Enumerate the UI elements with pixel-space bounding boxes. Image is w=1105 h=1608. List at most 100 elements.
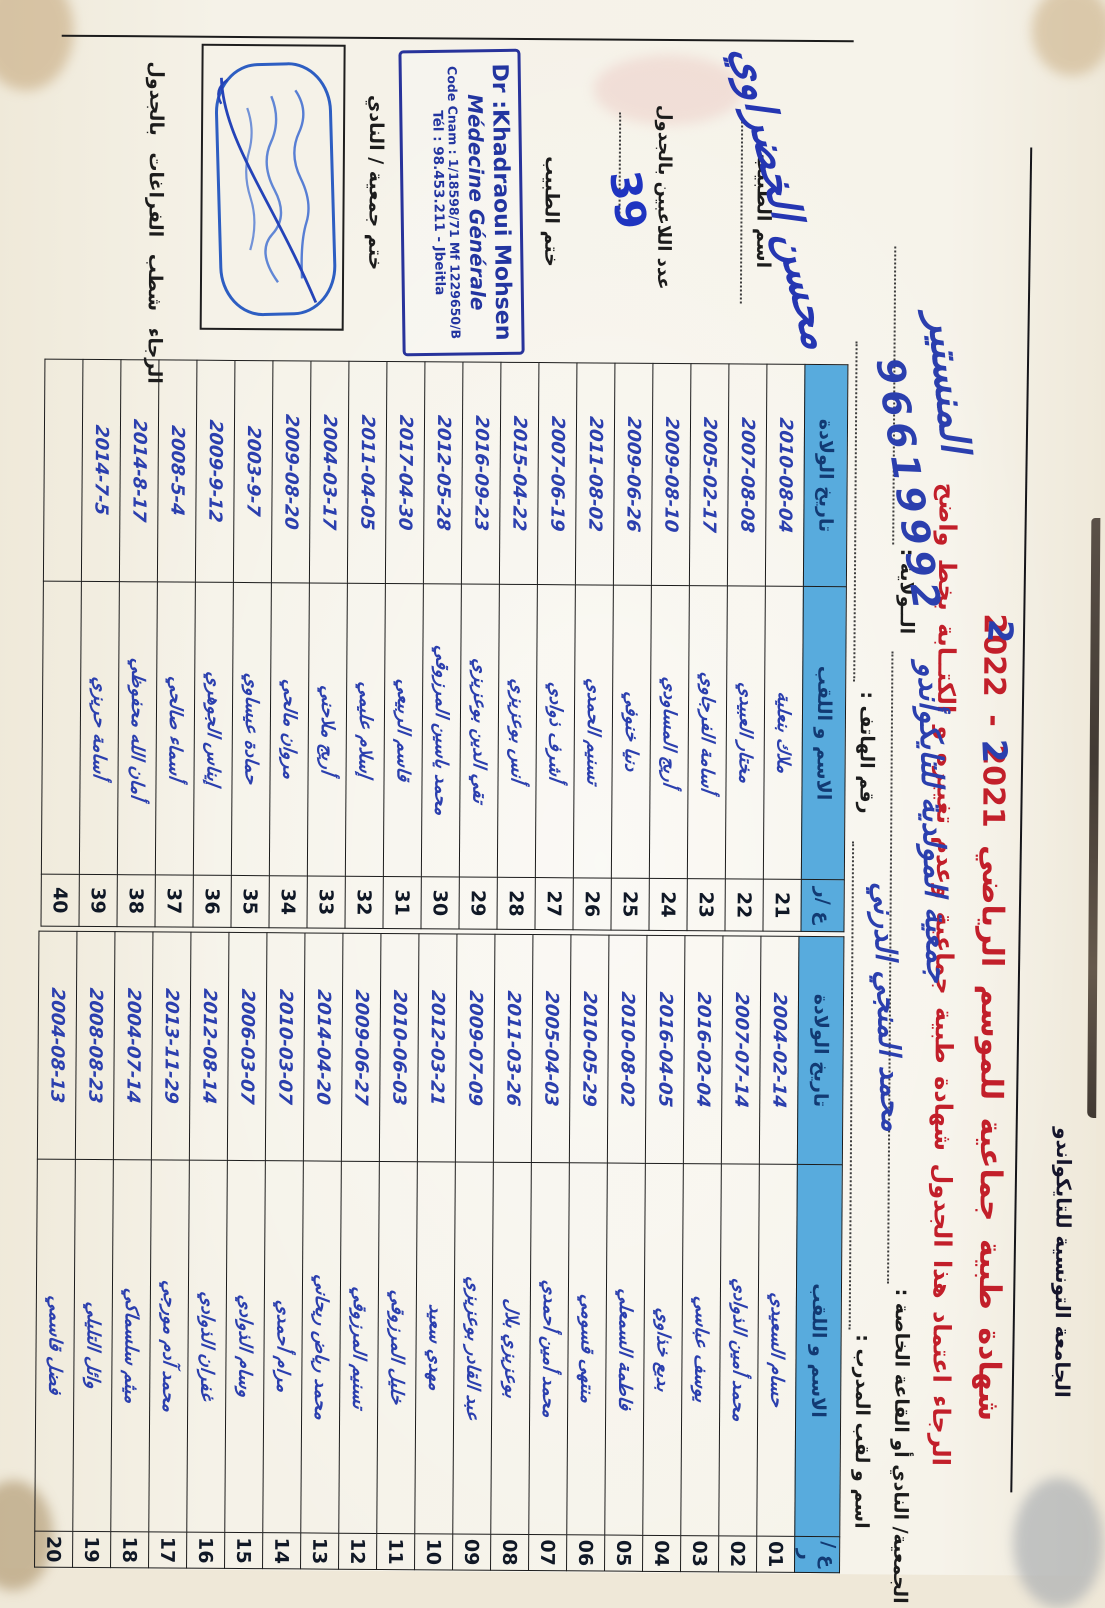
player-name: أريج المساودي	[649, 585, 690, 879]
player-dob: 2014-7-5	[81, 359, 121, 582]
table-header-name: الاسم و اللقب	[801, 586, 847, 880]
trainer-field-label: اسم و لقب المدرب :	[850, 1334, 874, 1529]
table-header-num: ع /ر	[800, 879, 845, 932]
table-row: 13 محمد رياض ريحاني 2014-04-20	[300, 932, 343, 1570]
table-row: 01 حسام السعيدي 2004-02-14	[756, 936, 799, 1573]
table-row: 02 محمد أمين الذوادي 2007-07-14	[718, 935, 761, 1573]
player-dob: 2009-9-12	[195, 360, 235, 583]
player-number: 12	[338, 1533, 377, 1570]
table-header-dob: تاريخ الولادة	[803, 364, 848, 587]
doctor-stamp-name: Dr :Khadraoui Mohsen	[486, 63, 516, 341]
player-name: تسنيم الحمدي	[573, 584, 614, 879]
player-name: مروان مالحي	[269, 582, 310, 876]
player-number: 01	[756, 1536, 795, 1573]
player-name: محمد رياض ريحاني	[300, 1160, 342, 1534]
table-row: 11 خليل المرزوقي 2010-06-03	[376, 933, 419, 1570]
player-name: تقي الدين بوعزيزي	[459, 584, 500, 878]
title-underline	[1010, 147, 1033, 1493]
player-dob: 2016-09-23	[461, 362, 501, 585]
player-name: أسامة الفرجاوي	[687, 585, 728, 879]
table-header-num: ع /ر	[794, 1536, 840, 1573]
player-name: بوعزيزي بلال	[490, 1162, 532, 1535]
table-row: 30 محمد ياسين المرزوقي 2012-05-28	[420, 361, 463, 930]
player-name: فضل قاسمي	[34, 1159, 76, 1532]
player-dob: 2010-05-29	[569, 934, 609, 1164]
player-number: 10	[414, 1533, 453, 1570]
player-number: 34	[268, 875, 308, 928]
player-name: محمد آدم مورجي	[148, 1159, 190, 1533]
player-name: حسام السعيدي	[756, 1164, 798, 1537]
player-dob: 2010-06-03	[379, 933, 419, 1162]
player-name: إيناس الجوهري	[193, 582, 234, 876]
player-dob: 2012-05-28	[423, 361, 463, 585]
player-dob: 2012-08-14	[189, 932, 229, 1161]
player-number: 04	[642, 1535, 681, 1572]
player-name: أسماء صالحي	[155, 581, 196, 876]
frame-line	[61, 34, 854, 43]
players-count-value: 39	[599, 167, 657, 233]
player-number: 40	[40, 874, 80, 927]
corner-smudge	[0, 0, 75, 91]
player-name: غفران الذوادي	[186, 1160, 228, 1533]
player-name: أسامة حريزي	[79, 581, 120, 875]
table-row: 27 أشرف ذوادي 2007-06-19	[534, 362, 577, 930]
table-row: 29 تقي الدين بوعزيزي 2016-09-23	[458, 362, 501, 930]
player-dob: 2015-04-22	[499, 362, 539, 585]
wilaya-field-value: المنستير	[918, 310, 979, 455]
player-number: 20	[34, 1531, 73, 1568]
player-number: 15	[224, 1532, 263, 1569]
table-row: 23 أسامة الفرجاوي 2005-02-17	[686, 363, 729, 931]
player-name: محمد أمين أحمدي	[528, 1162, 570, 1535]
player-number: 11	[376, 1533, 415, 1570]
player-number: 28	[496, 877, 536, 930]
player-name: مرام أحمدي	[262, 1160, 304, 1533]
table-header-name: الاسم و اللقب	[794, 1164, 843, 1537]
player-name: مختار العبيدي	[725, 585, 766, 880]
season-title: شهادة طبية جماعية للموسم الرياضي 2021 - …	[971, 613, 1012, 1422]
club-stamp-box	[199, 43, 346, 331]
player-number: 29	[458, 877, 498, 930]
player-number: 31	[382, 876, 422, 929]
table-row: 31 قاسم الربيعي 2017-04-30	[382, 361, 425, 929]
player-dob: 2007-07-14	[721, 935, 761, 1165]
player-name: محمد أمين الذوادي	[718, 1163, 760, 1537]
table-row: 09 عبد القادر بوعزيزي 2009-07-09	[452, 934, 495, 1571]
player-number: 27	[534, 877, 574, 930]
table-row: 20 فضل قاسمي 2004-08-13	[34, 931, 77, 1568]
table-row: 12 تسنيم المرزوقي 2009-06-27	[338, 933, 381, 1570]
torn-edge	[1087, 517, 1101, 1118]
table-row: 10 مهدي سعيد 2012-03-21	[414, 933, 457, 1570]
player-number: 03	[680, 1535, 719, 1572]
player-number: 24	[648, 878, 688, 931]
player-dob: 2010-08-02	[607, 935, 647, 1164]
player-name: قاسم الربيعي	[383, 583, 424, 877]
player-dob: 2010-03-07	[265, 932, 305, 1161]
player-number: 23	[686, 878, 726, 931]
player-number: 17	[148, 1531, 187, 1569]
player-dob: 2003-9-7	[233, 360, 273, 583]
player-dob	[43, 359, 83, 582]
player-name: وسام الذوادي	[224, 1160, 266, 1533]
player-dob: 2016-04-05	[645, 935, 685, 1164]
table-row: 07 محمد أمين أحمدي 2005-04-03	[528, 934, 571, 1571]
table-row: 28 أنس بوعزيزي 2015-04-22	[496, 362, 539, 930]
player-name: محمد ياسين المرزوقي	[421, 583, 462, 878]
player-number: 37	[154, 874, 194, 928]
club-stamp-label: ختم جمعية / النادي	[364, 94, 388, 271]
club-stamp	[214, 62, 337, 317]
player-number: 36	[192, 875, 232, 928]
player-dob: 2004-02-14	[759, 936, 799, 1165]
player-number: 16	[186, 1532, 225, 1569]
table-row: 19 وائل التليلي 2008-08-23	[72, 931, 115, 1568]
player-number: 19	[72, 1531, 111, 1568]
table-row: 40	[40, 359, 83, 927]
player-number: 26	[572, 877, 612, 931]
player-dob: 2005-04-03	[531, 934, 571, 1163]
player-dob: 2013-11-29	[151, 931, 191, 1161]
table-row: 22 مختار العبيدي 2007-08-08	[724, 363, 767, 932]
player-name: خليل المرزوقي	[376, 1161, 418, 1534]
player-name: ميثم سلسماكي	[110, 1159, 152, 1532]
player-dob: 2014-8-17	[119, 359, 159, 582]
players-table-right: ع /ر الاسم و اللقب تاريخ الولادة 01 حسام الس…	[34, 931, 844, 1574]
